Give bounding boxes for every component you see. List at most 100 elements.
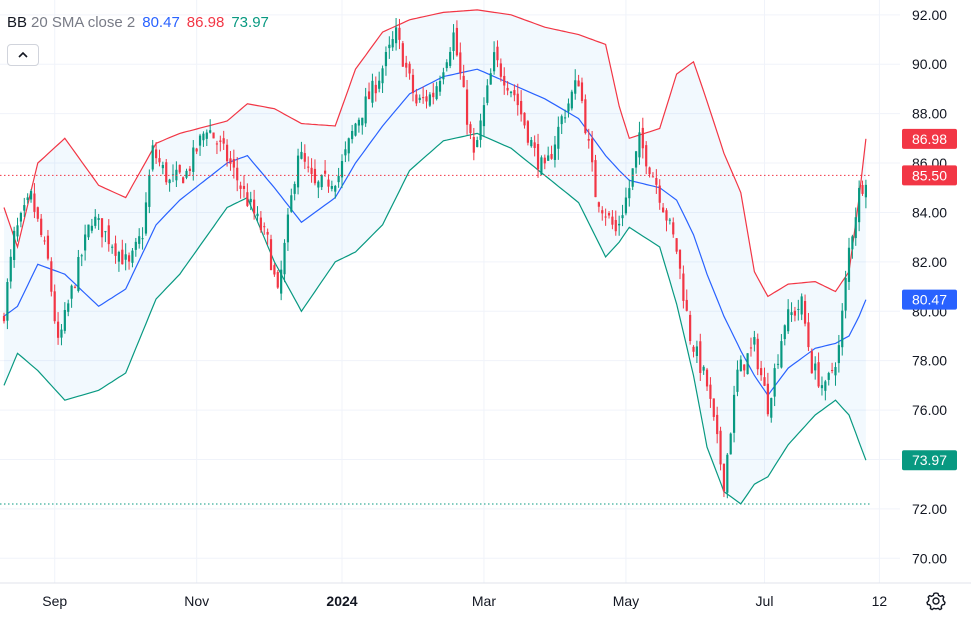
candle — [354, 122, 357, 137]
candle — [347, 137, 350, 162]
candle — [506, 81, 509, 96]
candle — [411, 68, 415, 102]
candle — [2, 312, 6, 324]
candle — [300, 141, 303, 160]
candle — [746, 353, 749, 375]
candle — [749, 337, 753, 357]
y-tick-label: 76.00 — [912, 402, 947, 418]
candle — [296, 148, 300, 195]
candle — [638, 121, 641, 165]
legend-upper-value: 86.98 — [186, 14, 225, 31]
candle — [263, 222, 266, 235]
candle — [185, 168, 188, 180]
candle — [712, 398, 715, 421]
candle — [134, 237, 137, 257]
candle — [634, 150, 638, 174]
candles — [2, 17, 867, 499]
settings-button[interactable] — [925, 590, 947, 612]
candle — [198, 133, 202, 156]
candle — [604, 208, 607, 226]
candle — [726, 453, 729, 499]
candle — [381, 65, 384, 93]
candle — [753, 330, 756, 352]
candle — [722, 463, 726, 498]
candle — [445, 59, 448, 72]
candle — [455, 20, 459, 57]
candle — [73, 285, 77, 289]
y-tick-label: 82.00 — [912, 254, 947, 270]
y-tick-label: 78.00 — [912, 353, 947, 369]
candle — [33, 183, 36, 219]
candle — [165, 159, 168, 185]
candle — [313, 159, 317, 186]
candle — [317, 180, 320, 199]
candle — [594, 154, 597, 198]
candle — [273, 263, 276, 277]
candle — [648, 166, 651, 178]
candle — [36, 206, 39, 222]
candle — [415, 88, 418, 107]
x-tick-label: Mar — [472, 593, 496, 609]
y-tick-label: 88.00 — [912, 106, 947, 122]
candle — [256, 206, 259, 222]
candle — [13, 226, 16, 268]
candle — [763, 367, 766, 386]
candle — [665, 208, 668, 232]
candle — [584, 94, 587, 135]
candle — [732, 385, 736, 443]
candle — [743, 364, 746, 377]
candle — [351, 124, 354, 144]
candle — [499, 58, 502, 82]
candle — [391, 31, 394, 51]
candle — [337, 167, 340, 188]
candle — [418, 94, 421, 103]
candle — [236, 157, 239, 192]
candle — [144, 192, 148, 236]
candle — [780, 333, 783, 369]
price-label-text: 86.98 — [912, 131, 947, 147]
candle — [327, 174, 330, 193]
candle — [121, 239, 124, 265]
candle — [367, 82, 371, 100]
candle — [340, 154, 344, 189]
candle — [800, 293, 803, 321]
candle — [756, 333, 759, 376]
candle — [269, 234, 273, 271]
candle — [692, 345, 695, 358]
candle — [827, 371, 830, 386]
candle — [209, 119, 212, 134]
candle — [195, 147, 198, 155]
candle — [547, 146, 550, 161]
candle — [861, 180, 864, 196]
candle — [854, 207, 857, 246]
candle — [496, 40, 499, 68]
price-label-text: 73.97 — [912, 452, 947, 468]
candle — [114, 235, 117, 264]
candle — [577, 74, 580, 87]
x-axis[interactable]: Sep Nov 2024 Mar May Jul 12 — [42, 593, 887, 609]
candle — [77, 249, 80, 293]
candle — [719, 426, 722, 471]
price-label: 80.47 — [902, 289, 957, 310]
candle — [432, 83, 435, 105]
candle — [536, 133, 540, 178]
candle — [408, 61, 411, 80]
candle — [67, 299, 70, 317]
indicator-legend[interactable]: BB 20 SMA close 2 80.47 86.98 73.97 — [7, 14, 269, 31]
candle — [307, 156, 310, 173]
candle — [591, 130, 594, 172]
y-tick-label: 70.00 — [912, 550, 947, 566]
candle — [84, 224, 87, 261]
candle — [516, 83, 519, 116]
candle — [401, 41, 404, 67]
candle — [776, 354, 780, 369]
candle — [303, 144, 306, 170]
price-label: 86.98 — [902, 128, 957, 149]
collapse-legend-button[interactable] — [7, 44, 39, 66]
candle — [675, 238, 678, 255]
candle — [361, 117, 364, 135]
candle — [520, 90, 523, 122]
y-axis[interactable]: 70.0072.0074.0076.0078.0080.0082.0084.00… — [912, 7, 947, 566]
candle — [479, 113, 482, 148]
